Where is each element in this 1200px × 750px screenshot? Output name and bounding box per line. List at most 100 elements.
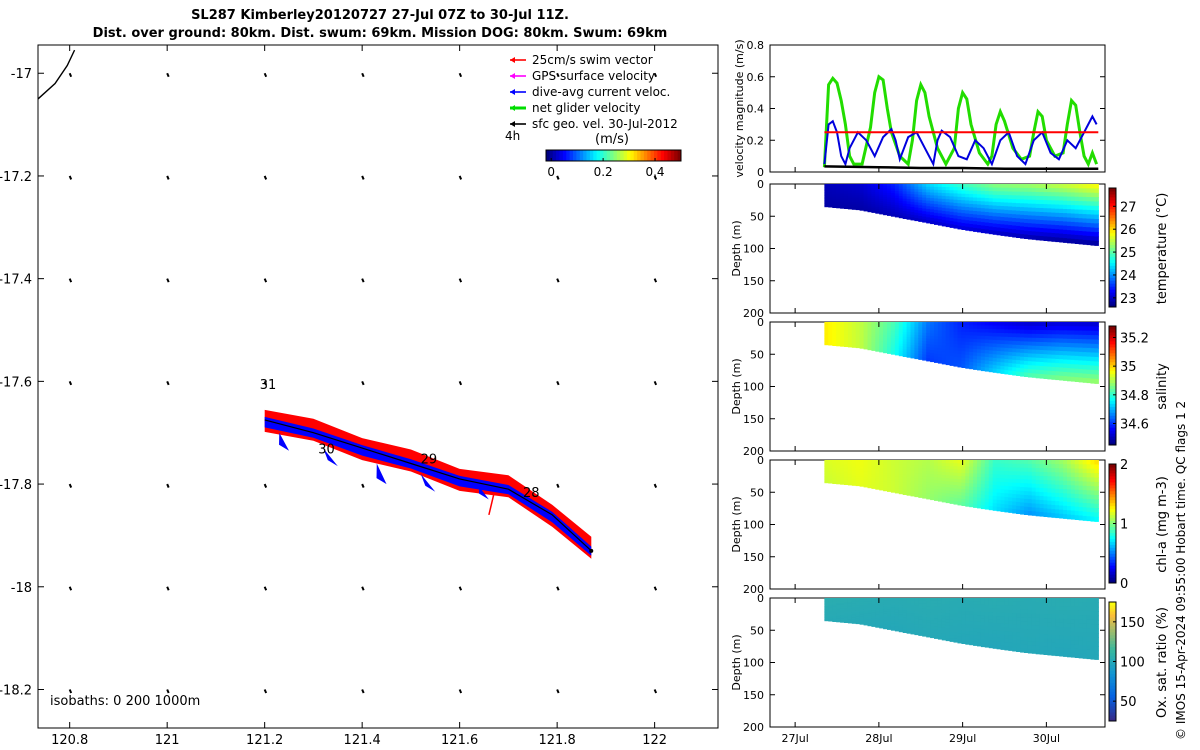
section-cell	[941, 322, 947, 326]
section-cell	[1094, 227, 1099, 233]
section-cell	[906, 214, 912, 218]
section-cell	[883, 337, 888, 341]
section-cell	[969, 328, 974, 333]
section-cell	[890, 344, 896, 348]
section-cell	[832, 199, 837, 202]
section-cell	[1004, 609, 1009, 614]
section-cell	[914, 600, 919, 604]
section-cell	[855, 189, 861, 192]
section-cell	[953, 184, 958, 188]
section-cell	[910, 212, 915, 216]
sfc-geo-arrow	[166, 175, 170, 180]
section-cell	[1008, 613, 1013, 618]
section-cell	[949, 616, 955, 621]
section-cell	[1024, 491, 1029, 496]
section-cell	[949, 607, 955, 611]
section-cell	[1059, 342, 1064, 348]
section-cell	[1059, 513, 1064, 519]
section-cell	[883, 326, 888, 330]
section-cell	[851, 336, 857, 339]
section-cell	[836, 190, 841, 194]
section-cell	[836, 328, 841, 332]
section-colorbar-cell	[1109, 421, 1116, 425]
section-cell	[906, 322, 912, 326]
section-cell	[1035, 231, 1041, 237]
section-cell	[840, 328, 845, 332]
section-cell	[871, 184, 876, 187]
section-cell	[953, 328, 958, 332]
section-cell	[937, 216, 943, 220]
section-cell	[1094, 516, 1099, 522]
section-cell	[922, 343, 927, 347]
section-cell	[1035, 468, 1041, 473]
section-cell	[906, 610, 912, 614]
section-cell	[1067, 514, 1072, 520]
section-cell	[969, 345, 974, 350]
section-cell	[883, 608, 888, 612]
section-cell	[828, 469, 833, 472]
section-cell	[941, 471, 947, 476]
section-cell	[1047, 488, 1052, 494]
section-cell	[871, 330, 876, 333]
section-cell	[930, 333, 935, 337]
section-cell	[961, 598, 966, 602]
section-cell	[851, 470, 857, 474]
section-cell	[902, 349, 908, 353]
section-cell	[953, 322, 958, 326]
section-cell	[1012, 497, 1017, 503]
section-cell	[1074, 347, 1080, 353]
section-cell	[969, 503, 974, 508]
section-cell	[969, 500, 974, 504]
section-cell	[1063, 652, 1068, 657]
section-colorbar-tick-label: 2	[1120, 458, 1128, 473]
section-cell	[906, 342, 912, 346]
section-cell	[851, 343, 857, 346]
section-cell	[898, 329, 904, 333]
section-cell	[902, 346, 908, 350]
section-cell	[894, 212, 900, 215]
section-cell	[1086, 188, 1092, 194]
section-cell	[1055, 460, 1060, 465]
section-cell	[992, 223, 998, 228]
section-cell	[844, 598, 849, 601]
section-cell	[1008, 195, 1013, 200]
section-cell	[855, 609, 861, 612]
section-cell	[1067, 204, 1072, 210]
section-cell	[847, 465, 853, 468]
section-cell	[930, 336, 935, 340]
section-cell	[1082, 360, 1088, 366]
section-cell	[1094, 637, 1099, 643]
section-cell	[1078, 339, 1084, 344]
section-cell	[875, 202, 880, 206]
section-cell	[1031, 235, 1037, 240]
section-cell	[1082, 377, 1088, 383]
section-cell	[965, 604, 970, 609]
section-cell	[1086, 339, 1092, 345]
section-cell	[828, 192, 833, 195]
section-colorbar-cell	[1109, 541, 1116, 545]
section-cell	[836, 482, 841, 485]
section-cell	[844, 615, 849, 618]
section-cell	[1070, 476, 1076, 482]
section-cell	[1063, 188, 1068, 193]
section-cell	[1063, 347, 1068, 352]
section-cell	[977, 480, 982, 485]
section-cell	[1000, 228, 1005, 233]
section-cell	[949, 187, 955, 191]
section-cell	[1082, 334, 1088, 340]
section-cell	[1008, 635, 1013, 640]
legend-label: 25cm/s swim vector	[532, 53, 653, 67]
section-cell	[926, 208, 931, 213]
section-cell	[1078, 636, 1084, 642]
section-cell	[871, 334, 876, 337]
section-cell	[914, 467, 919, 471]
section-cell	[961, 624, 966, 628]
section-cell	[1055, 237, 1060, 243]
section-cell	[973, 601, 978, 606]
section-cell	[898, 602, 904, 606]
section-cell	[973, 342, 978, 347]
section-cell	[894, 464, 900, 468]
section-cell	[894, 350, 900, 353]
section-cell	[1047, 208, 1052, 213]
section-cell	[1020, 460, 1025, 465]
